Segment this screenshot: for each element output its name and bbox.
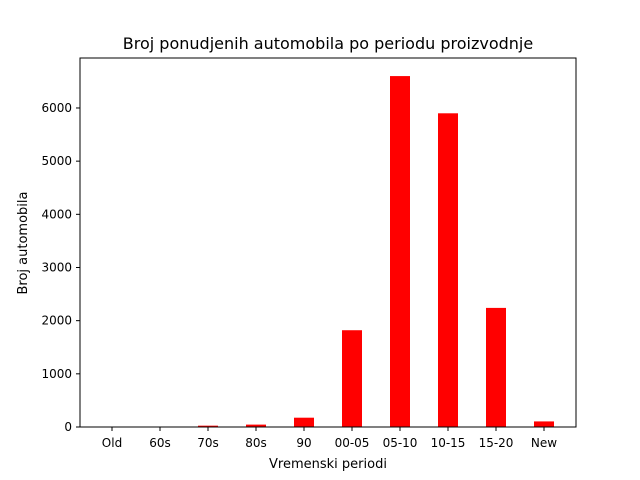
bar-New bbox=[534, 421, 554, 427]
x-tick-label: 05-10 bbox=[383, 436, 418, 450]
y-axis-label: Broj automobila bbox=[16, 192, 31, 295]
x-tick-label: 90 bbox=[296, 436, 311, 450]
bar-70s bbox=[198, 425, 218, 427]
bar-05-10 bbox=[390, 76, 410, 427]
y-tick-label: 2000 bbox=[41, 314, 72, 328]
y-tick-label: 3000 bbox=[41, 260, 72, 274]
x-tick-label: 70s bbox=[197, 436, 219, 450]
x-tick-label: 00-05 bbox=[335, 436, 370, 450]
bars-group bbox=[102, 76, 554, 428]
bar-00-05 bbox=[342, 330, 362, 427]
x-axis-ticks: Old 60s 70s 80s 90 00-05 05-10 10-15 15-20 New bbox=[102, 427, 557, 450]
bar-80s bbox=[246, 424, 266, 427]
bar-10-15 bbox=[438, 113, 458, 428]
bar-15-20 bbox=[486, 307, 506, 427]
x-tick-label: 15-20 bbox=[479, 436, 514, 450]
x-tick-label: 80s bbox=[245, 436, 267, 450]
chart-title: Broj ponudjenih automobila po periodu pr… bbox=[123, 34, 533, 53]
x-tick-label: 60s bbox=[149, 436, 171, 450]
x-tick-label: Old bbox=[102, 436, 122, 450]
plot-frame bbox=[79, 57, 577, 428]
x-tick-label: New bbox=[531, 436, 557, 450]
y-tick-label: 5000 bbox=[41, 154, 72, 168]
y-tick-label: 1000 bbox=[41, 367, 72, 381]
y-tick-label: 6000 bbox=[41, 101, 72, 115]
y-axis-ticks: 0 1000 2000 3000 4000 5000 6000 bbox=[41, 101, 80, 434]
x-axis-label: Vremenski periodi bbox=[269, 457, 387, 472]
y-tick-label: 4000 bbox=[41, 207, 72, 221]
y-tick-label: 0 bbox=[64, 420, 72, 434]
x-tick-label: 10-15 bbox=[431, 436, 466, 450]
bar-90 bbox=[294, 417, 314, 427]
